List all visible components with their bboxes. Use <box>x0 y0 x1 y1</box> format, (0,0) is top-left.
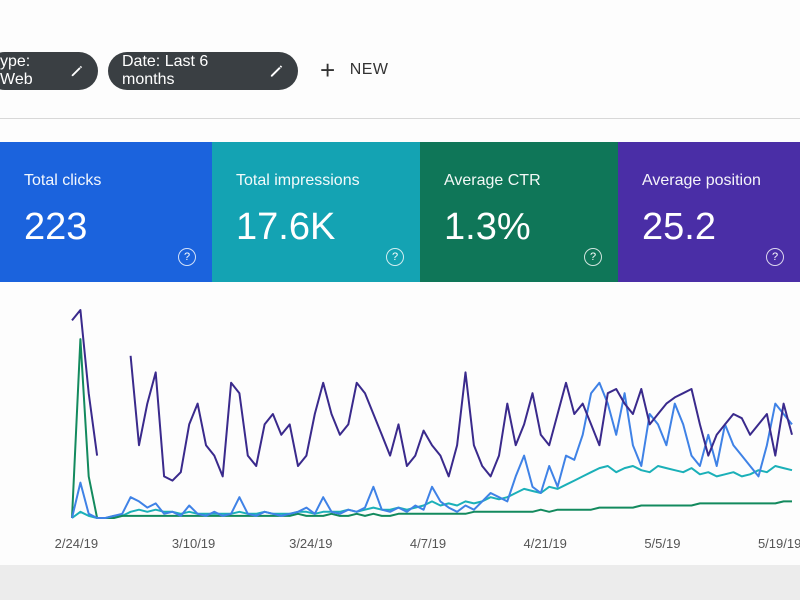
filter-text: ype: Web <box>0 53 33 88</box>
filter-chip[interactable]: ype: Web <box>0 52 98 90</box>
x-tick-label: 4/21/19 <box>524 536 567 551</box>
metric-value: 25.2 <box>642 206 716 248</box>
new-button[interactable]: + NEW <box>320 55 389 85</box>
metric-label: Total clicks <box>24 172 102 189</box>
series-line <box>71 309 793 482</box>
divider <box>0 118 800 119</box>
metric-value: 223 <box>24 206 88 248</box>
x-tick-label: 2/24/19 <box>55 536 98 551</box>
x-tick-label: 3/10/19 <box>172 536 215 551</box>
bottom-bar <box>0 565 800 600</box>
edit-icon <box>71 65 83 77</box>
metric-label: Average position <box>642 172 761 189</box>
metric-label: Total impressions <box>236 172 360 189</box>
metric-value: 17.6K <box>236 206 336 248</box>
metric-card[interactable]: Total impressions 17.6K? <box>212 142 420 282</box>
performance-chart: 2/24/19 3/10/19 3/24/19 4/7/19 4/21/19 5/5/19… <box>55 309 800 551</box>
help-icon[interactable]: ? <box>584 248 602 266</box>
metric-label: Average CTR <box>444 172 541 189</box>
metric-value: 1.3% <box>444 206 531 248</box>
filter-chip[interactable]: Date: Last 6 months <box>108 52 298 90</box>
metric-card[interactable]: Average CTR 1.3%? <box>420 142 618 282</box>
help-icon[interactable]: ? <box>386 248 404 266</box>
series-line <box>71 338 792 519</box>
x-tick-label: 5/5/19 <box>644 536 680 551</box>
new-text: NEW <box>349 61 389 78</box>
metric-card[interactable]: Total clicks 223? <box>0 142 212 282</box>
help-icon[interactable]: ? <box>178 248 196 266</box>
help-icon[interactable]: ? <box>766 248 784 266</box>
filter-text: Date: Last 6 months <box>122 53 209 88</box>
series-line <box>71 465 793 519</box>
x-tick-label: 4/7/19 <box>410 536 446 551</box>
metric-card[interactable]: Average position 25.2? <box>618 142 800 282</box>
series-line <box>71 381 793 519</box>
plus-icon: + <box>320 55 336 85</box>
x-tick-label: 3/24/19 <box>289 536 332 551</box>
edit-icon <box>270 65 283 77</box>
x-tick-label: 5/19/19 <box>758 536 800 551</box>
